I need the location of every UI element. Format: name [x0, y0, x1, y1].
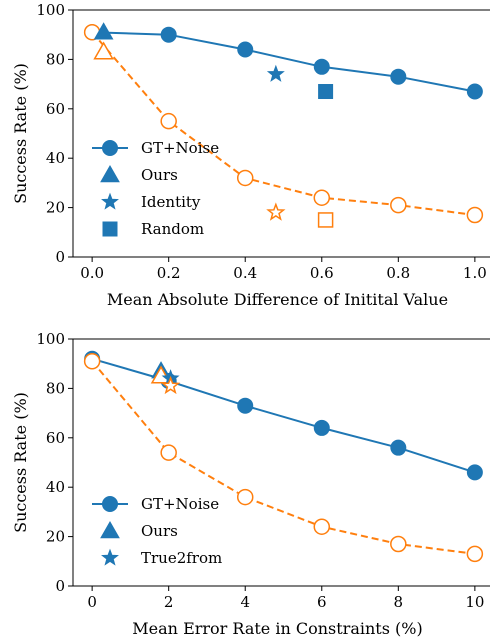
- legend-marker-star: [101, 548, 119, 566]
- legend-label: GT+Noise: [141, 139, 219, 157]
- series-point-hollow: [466, 545, 484, 563]
- y-tick-label: 60: [46, 100, 65, 118]
- point-filled-star: [266, 64, 285, 82]
- chart-initial-value: 0.0 0.2 0.4 0.6 0.8 1.0 0 20 40 60 80 100 Mean Absol…: [11, 1, 490, 309]
- point-filled-square: [318, 84, 334, 100]
- x-tick-label: 4: [240, 593, 250, 611]
- series-point-filled: [390, 439, 407, 456]
- series-point-hollow: [236, 488, 254, 506]
- series-point-filled: [466, 83, 483, 100]
- axes-frame: [72, 9, 490, 258]
- x-tick-label: 10: [465, 593, 484, 611]
- y-axis-label: Success Rate (%): [11, 63, 30, 204]
- y-tick-label: 60: [46, 429, 65, 447]
- point-hollow-square: [317, 212, 334, 228]
- y-tick-label: 20: [46, 528, 65, 546]
- x-tick-label: 8: [394, 593, 404, 611]
- y-tick-label: 100: [36, 330, 65, 348]
- x-tick-label: 0.2: [157, 264, 181, 282]
- axes-frame: [72, 338, 490, 587]
- x-tick-label: 2: [164, 593, 174, 611]
- x-axis-label: Mean Error Rate in Constraints (%): [132, 619, 422, 637]
- series-point-filled: [237, 397, 254, 414]
- series-line-dashed: [91, 360, 476, 555]
- point-hollow-triangle: [93, 41, 114, 60]
- legend-label: True2from: [141, 549, 222, 567]
- legend-marker-star: [101, 192, 119, 210]
- y-tick-label: 100: [36, 1, 65, 19]
- series-point-hollow: [390, 535, 407, 553]
- x-tick-label: 0.8: [386, 264, 410, 282]
- series-point-filled: [237, 41, 254, 58]
- legend-label: GT+Noise: [141, 495, 219, 513]
- x-tick-label: 0.6: [310, 264, 334, 282]
- series-point-hollow: [390, 196, 407, 214]
- series-point-hollow: [83, 352, 101, 370]
- series-point-filled: [160, 26, 177, 43]
- legend-marker-circle: [102, 496, 118, 512]
- x-tick-label: 1.0: [463, 264, 487, 282]
- series-point-filled: [390, 68, 407, 85]
- legend-marker-triangle: [100, 520, 120, 539]
- point-hollow-star: [160, 375, 181, 395]
- series-point-hollow: [236, 169, 254, 187]
- series-line-solid: [91, 357, 476, 474]
- series-point-hollow: [160, 112, 177, 130]
- series-point-hollow: [313, 189, 331, 206]
- x-tick-label: 0.0: [80, 264, 104, 282]
- y-tick-label: 80: [46, 50, 65, 68]
- y-tick-label: 80: [46, 379, 65, 397]
- series-point-filled: [313, 419, 330, 436]
- y-axis-label: Success Rate (%): [11, 392, 30, 533]
- legend-marker-triangle: [100, 164, 120, 183]
- series-point-filled: [313, 58, 330, 75]
- series-point-hollow: [160, 444, 177, 461]
- y-tick-label: 40: [46, 149, 65, 167]
- series-line-dashed: [91, 31, 476, 216]
- series-point-hollow: [466, 206, 484, 224]
- x-tick-label: 6: [317, 593, 327, 611]
- series-point-hollow: [313, 518, 331, 535]
- point-filled-triangle: [93, 22, 114, 40]
- legend-marker-square: [102, 221, 118, 237]
- series-point-filled: [466, 464, 483, 481]
- x-axis-label: Mean Absolute Difference of Initital Val…: [107, 290, 448, 309]
- series-line-solid: [92, 31, 476, 93]
- y-tick-label: 40: [46, 478, 65, 496]
- y-tick-label: 20: [46, 199, 65, 217]
- legend-label: Ours: [141, 522, 178, 540]
- x-tick-label: 0: [87, 593, 97, 611]
- y-tick-label: 0: [55, 248, 65, 266]
- legend-label: Identity: [141, 193, 201, 211]
- y-tick-label: 0: [55, 577, 65, 595]
- legend-label: Random: [141, 220, 204, 238]
- legend-marker-circle: [102, 140, 118, 156]
- legend-label: Ours: [141, 166, 178, 184]
- point-hollow-star: [266, 202, 286, 221]
- x-tick-label: 0.4: [233, 264, 257, 282]
